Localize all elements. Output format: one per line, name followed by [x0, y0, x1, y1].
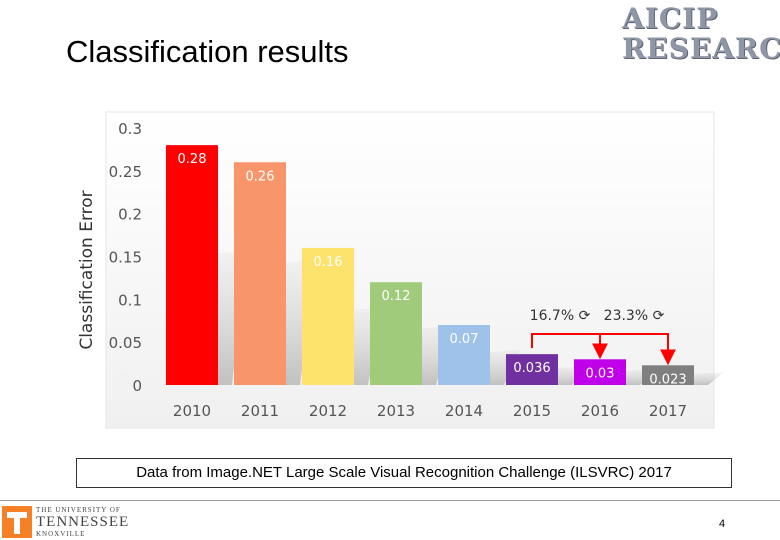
x-tick-label: 2015 [513, 402, 551, 420]
bar-value-label: 0.26 [246, 169, 275, 184]
y-tick-label: 0.1 [118, 291, 142, 309]
bar-2013 [370, 282, 422, 385]
bar-value-label: 0.12 [382, 289, 411, 304]
y-tick-label: 0.15 [109, 249, 142, 267]
bars [166, 145, 694, 385]
university-wordmark: THE UNIVERSITY OF TENNESSEE KNOXVILLE [36, 506, 129, 538]
bar-2012 [302, 247, 354, 385]
x-tick-label: 2014 [445, 402, 483, 420]
aicip-research-logo: AICIP RESEARCH [622, 2, 780, 66]
y-tick-label: 0.25 [109, 163, 142, 181]
annotations: 16.7% ⟳ 23.3% ⟳ [530, 308, 676, 366]
bar-2017 [642, 365, 694, 385]
reduction-label: 16.7% ⟳ [530, 308, 591, 324]
slide-title: Classification results [66, 34, 349, 69]
power-t-icon [2, 506, 32, 538]
y-tick-label: 0 [132, 377, 142, 395]
bar-value-label: 0.03 [586, 366, 615, 381]
y-tick-label: 0.05 [109, 334, 142, 352]
x-tick-label: 2012 [309, 402, 347, 420]
page-number: 4 [719, 518, 726, 530]
x-tick-label: 2013 [377, 402, 415, 420]
x-tick-label: 2011 [241, 402, 279, 420]
reduction-label: 23.3% ⟳ [604, 308, 665, 324]
bar-value-label: 0.28 [178, 152, 207, 167]
y-axis-ticks: 0 0.05 0.1 0.15 0.2 0.25 0.3 [109, 120, 142, 395]
bar-2015 [506, 354, 558, 385]
bar-value-label: 0.07 [450, 332, 479, 347]
y-axis-title: Classification Error [77, 190, 97, 349]
logo-line-1: AICIP [622, 2, 719, 35]
x-tick-label: 2017 [649, 402, 687, 420]
bar-shadow [694, 372, 724, 385]
bar-labels: 0.28 0.26 0.16 0.12 0.07 0.036 0.03 0.023 [178, 152, 687, 387]
bar-value-label: 0.036 [513, 361, 550, 376]
x-tick-label: 2016 [581, 402, 619, 420]
x-axis-ticks: 2010 2011 2012 2013 2014 2015 2016 2017 [173, 402, 687, 420]
bar-2016 [574, 359, 626, 385]
university-of-tennessee-logo: THE UNIVERSITY OF TENNESSEE KNOXVILLE [2, 506, 142, 540]
university-line-3: KNOXVILLE [36, 530, 86, 538]
university-line-2: TENNESSEE [36, 514, 130, 530]
bar-value-label: 0.023 [649, 372, 686, 387]
logo-line-2: RESEARCH [622, 32, 780, 65]
bar-2011 [234, 162, 286, 385]
y-tick-label: 0.2 [118, 206, 142, 224]
bar-value-label: 0.16 [314, 255, 343, 270]
bar-2014 [438, 325, 490, 385]
reduction-arrow [599, 333, 676, 366]
y-tick-label: 0.3 [118, 120, 142, 138]
university-line-1: THE UNIVERSITY OF [36, 506, 121, 514]
bar-2010 [166, 145, 218, 385]
x-tick-label: 2010 [173, 402, 211, 420]
classification-error-chart: Classification Error 0 0.05 0.1 0.15 0.2 0.25… [77, 111, 724, 429]
data-source-caption: Data from Image.NET Large Scale Visual R… [76, 458, 732, 488]
footer-divider [0, 500, 780, 501]
